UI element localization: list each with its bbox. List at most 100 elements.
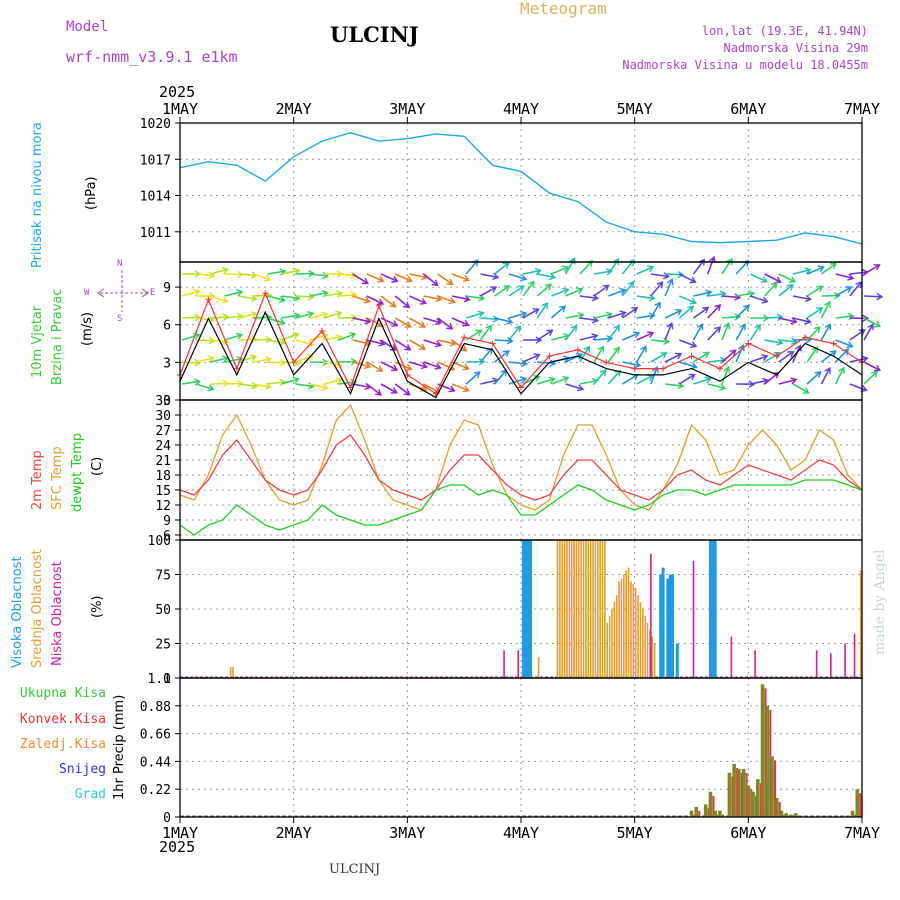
wind-arrow-head [264, 274, 272, 282]
y-tick-label: 27 [155, 424, 171, 439]
wind-arrow [380, 273, 398, 282]
wind-arrow-head [790, 377, 798, 385]
wind-arrow-head [307, 293, 315, 301]
wind-arrow [579, 379, 598, 385]
wind-arrow [451, 339, 467, 352]
wind-arrow-head [207, 384, 215, 392]
wind-arrow-head [292, 376, 300, 384]
wind-arrow [479, 286, 497, 297]
wind-arrow [820, 367, 831, 385]
wind-arrow-head [824, 366, 831, 375]
wind-arrow [593, 284, 610, 297]
precip-label-4: Snijeg [59, 762, 106, 777]
wind-arrow [366, 361, 383, 372]
wind-arrow-head [723, 322, 731, 330]
cloud-bar [559, 540, 561, 678]
wind-arrow [267, 317, 285, 325]
wind-arrow [764, 316, 783, 319]
wind-arrow [238, 295, 257, 301]
wind-arrow [252, 358, 271, 363]
wind-arrow-head [696, 323, 704, 331]
x-tick-label-bottom: 1MAY [162, 824, 198, 842]
wind-arrow [551, 288, 569, 297]
wind-arrow-head [335, 310, 343, 318]
precip-bar [774, 798, 779, 817]
wind-arrow [366, 317, 384, 327]
wind-arrow-head [575, 353, 584, 360]
compass-w: W [84, 288, 90, 298]
cloud-bar [639, 602, 642, 678]
cloud-bar [671, 574, 675, 678]
wind-arrow [564, 325, 578, 341]
wind-arrow-head [208, 292, 216, 300]
y-tick-label: 1017 [140, 153, 171, 168]
wind-arrow [352, 383, 371, 389]
wind-arrow-head [391, 275, 399, 283]
wind-arrow-head [486, 347, 493, 355]
wind-arrow [380, 317, 398, 327]
wind-arrow [693, 291, 712, 297]
wind-arrow-head [534, 267, 543, 276]
precip-bar [751, 791, 755, 817]
wind-arrow [650, 302, 661, 319]
wind-arrow [607, 370, 621, 385]
wind-gust-point [233, 365, 240, 372]
cloud-bar [578, 540, 580, 678]
cloud-bar [620, 578, 623, 678]
cloud-bar [618, 581, 620, 678]
wind-arrow [565, 383, 584, 390]
cloud-bar [585, 540, 587, 678]
cloud-bar [815, 650, 818, 678]
dewpt-line [179, 479, 863, 536]
wind-arrow-head [597, 345, 604, 353]
wind-arrow-head [265, 313, 273, 322]
precip-label-2: Konvek.Kisa [19, 712, 106, 727]
cloud-bar [517, 650, 520, 678]
wind-arrow [564, 258, 576, 275]
wind-arrow-head [335, 377, 343, 385]
wind-arrow-head [462, 363, 470, 371]
wind-gust-point [660, 365, 667, 372]
wind-arrow-head [816, 307, 824, 314]
compass-s: S [117, 314, 123, 324]
wind-arrow [650, 352, 667, 363]
wind-arrow [579, 334, 598, 341]
wind-arrow [238, 383, 257, 388]
wind-arrow-head [612, 258, 620, 266]
cloud-bar [582, 540, 585, 678]
cloud-bar [563, 540, 566, 678]
wind-arrow-head [528, 280, 535, 288]
wind-arrow [650, 339, 669, 343]
wind-arrow [281, 361, 300, 364]
wind-arrow [536, 378, 555, 385]
wind-arrow-head [754, 323, 761, 331]
wind-arrow-head [675, 308, 683, 316]
wind-arrow-head [605, 311, 613, 319]
cloud-bar [692, 560, 695, 678]
wind-arrow-head [420, 384, 428, 392]
wind-arrow-head [503, 285, 511, 292]
wind-arrow [537, 361, 556, 365]
wind-arrow-head [321, 311, 329, 319]
wind-arrow [579, 317, 598, 322]
wind-arrow [693, 351, 710, 363]
precip-bar [756, 779, 760, 817]
wind-arrow-head [804, 294, 812, 303]
wind-gust-point [574, 346, 581, 353]
wind-arrow-head [377, 275, 385, 283]
wind-arrow [508, 273, 527, 281]
precip-bar [737, 768, 741, 817]
wind-arrow [863, 264, 880, 275]
wind-arrow-head [776, 313, 784, 322]
wind-arrow-head [561, 265, 570, 273]
wind-arrow [849, 271, 868, 275]
wind-arrow [778, 339, 797, 343]
wind-arrow [579, 295, 598, 300]
wind-arrow-head [647, 331, 655, 338]
cloud-bar [646, 622, 649, 678]
y-tick-label: 6 [163, 319, 171, 334]
wind-arrow-head [677, 270, 685, 279]
wind-arrow [736, 292, 755, 297]
cloud-bar [601, 540, 604, 678]
y-tick-label: 0 [163, 394, 171, 409]
